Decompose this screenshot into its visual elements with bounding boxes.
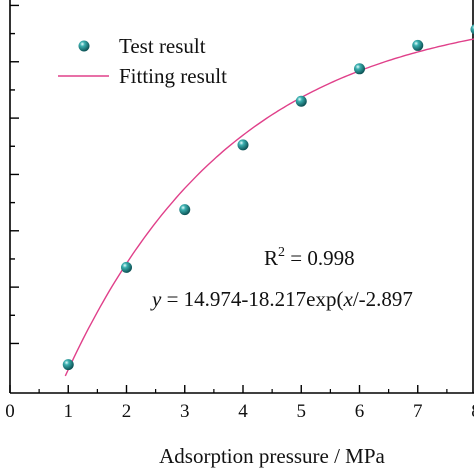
data-point	[470, 24, 474, 35]
r-squared-prefix: R	[264, 246, 278, 270]
x-tick-label: 7	[413, 401, 423, 422]
legend-marker-test-result	[78, 40, 90, 52]
x-tick-label: 5	[297, 401, 307, 422]
y-ticks	[10, 4, 19, 345]
data-point	[62, 359, 74, 371]
equation-part2: /-2.897	[353, 287, 413, 311]
axes	[9, 0, 474, 394]
equation-y: y	[150, 287, 162, 311]
x-tick-label: 2	[122, 401, 132, 422]
fit-equation: y = 14.974-18.217exp(x/-2.897	[150, 287, 413, 311]
data-point	[412, 39, 424, 51]
r-squared-value: = 0.998	[285, 246, 355, 270]
x-ticks	[9, 385, 448, 393]
x-tick-label: 0	[5, 401, 15, 422]
legend: Test result Fitting result	[58, 34, 227, 88]
x-tick-labels: 0 1 2 3 4 5 6 7 8	[5, 401, 474, 422]
equation-x: x	[342, 287, 353, 311]
data-point	[354, 63, 365, 75]
data-point	[121, 261, 132, 273]
r-squared-annotation: R2 = 0.998	[264, 245, 355, 270]
equation-part1: = 14.974-18.217exp(	[161, 287, 343, 311]
data-point	[295, 95, 307, 107]
r-squared-exponent: 2	[278, 245, 285, 260]
x-axis-label: Adsorption pressure / MPa	[159, 444, 385, 468]
legend-label-fitting-result: Fitting result	[119, 64, 227, 88]
legend-label-test-result: Test result	[119, 34, 206, 58]
data-point	[179, 204, 191, 216]
x-tick-label: 8	[471, 401, 474, 422]
x-tick-label: 1	[64, 401, 74, 422]
test-result-points	[62, 24, 474, 371]
x-tick-label: 4	[238, 401, 248, 422]
x-tick-label: 3	[180, 401, 190, 422]
x-tick-label: 6	[355, 401, 365, 422]
fitting-curve	[64, 38, 474, 377]
data-point	[237, 139, 249, 151]
